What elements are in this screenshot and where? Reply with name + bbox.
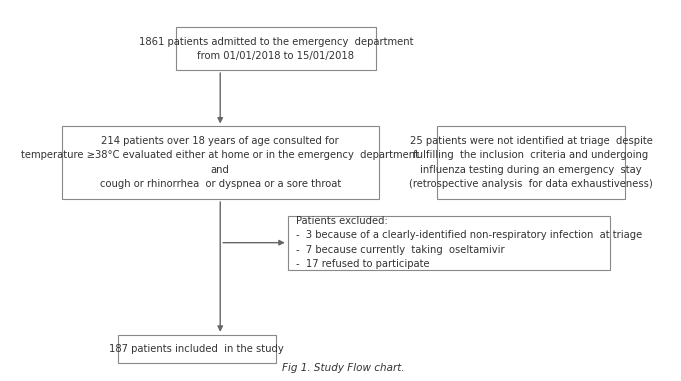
Text: 214 patients over 18 years of age consulted for
temperature ≥38°C evaluated eith: 214 patients over 18 years of age consul… — [21, 136, 419, 189]
Text: Patients excluded:
-  3 because of a clearly-identified non-respiratory infectio: Patients excluded: - 3 because of a clea… — [296, 216, 643, 269]
Text: 25 patients were not identified at triage  despite
fulfilling  the inclusion  cr: 25 patients were not identified at triag… — [409, 136, 653, 189]
FancyBboxPatch shape — [287, 216, 610, 270]
Text: 1861 patients admitted to the emergency  department
from 01/01/2018 to 15/01/201: 1861 patients admitted to the emergency … — [139, 37, 413, 61]
Text: 187 patients included  in the study: 187 patients included in the study — [110, 344, 284, 354]
FancyBboxPatch shape — [176, 27, 376, 70]
Text: Fig 1. Study Flow chart.: Fig 1. Study Flow chart. — [282, 363, 405, 373]
FancyBboxPatch shape — [118, 335, 276, 363]
FancyBboxPatch shape — [437, 126, 625, 199]
FancyBboxPatch shape — [62, 126, 379, 199]
